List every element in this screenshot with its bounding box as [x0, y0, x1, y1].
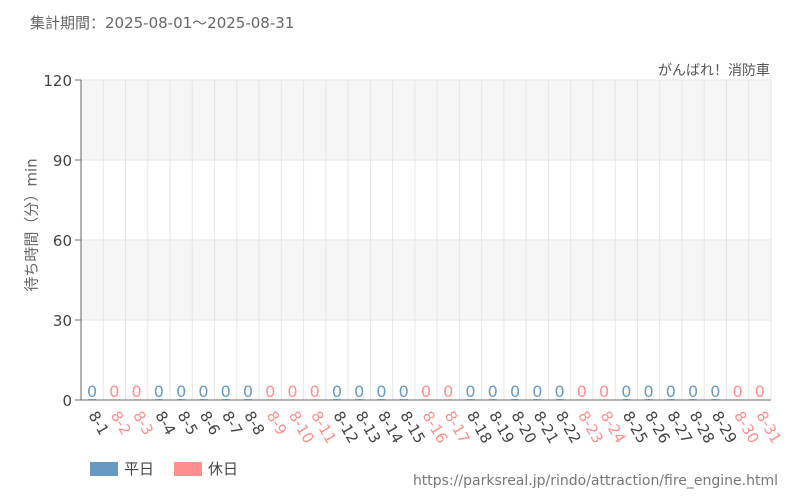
bar	[288, 399, 297, 400]
data-label: 0	[532, 382, 542, 401]
x-tick-label: 8-9	[263, 408, 291, 438]
grid-band	[81, 160, 771, 240]
data-label: 0	[354, 382, 364, 401]
bar	[310, 399, 319, 400]
grid-band	[81, 80, 771, 160]
bar	[666, 399, 675, 400]
bar	[243, 399, 252, 400]
data-label: 0	[376, 382, 386, 401]
data-label: 0	[310, 382, 320, 401]
data-label: 0	[643, 382, 653, 401]
data-label: 0	[109, 382, 119, 401]
data-label: 0	[666, 382, 676, 401]
data-label: 0	[265, 382, 275, 401]
data-label: 0	[421, 382, 431, 401]
data-label: 0	[243, 382, 253, 401]
data-label: 0	[577, 382, 587, 401]
data-label: 0	[287, 382, 297, 401]
x-tick-label: 8-7	[218, 408, 246, 438]
data-label: 0	[332, 382, 342, 401]
x-tick-label: 8-3	[129, 408, 157, 438]
data-label: 0	[621, 382, 631, 401]
bar	[332, 399, 341, 400]
data-label: 0	[710, 382, 720, 401]
bar	[733, 399, 742, 400]
data-label: 0	[443, 382, 453, 401]
data-label: 0	[755, 382, 765, 401]
x-tick-label: 8-6	[196, 408, 224, 438]
grid-band	[81, 320, 771, 400]
data-label: 0	[399, 382, 409, 401]
y-tick-label: 120	[43, 72, 72, 90]
legend-label-weekday: 平日	[124, 460, 155, 478]
data-label: 0	[132, 382, 142, 401]
data-label: 0	[198, 382, 208, 401]
x-tick-label: 8-4	[151, 408, 179, 438]
bar	[110, 399, 119, 400]
bar	[488, 399, 497, 400]
bar	[377, 399, 386, 400]
data-label: 0	[465, 382, 475, 401]
bar	[600, 399, 609, 400]
bar	[154, 399, 163, 400]
data-label: 0	[221, 382, 231, 401]
data-label: 0	[87, 382, 97, 401]
bar	[199, 399, 208, 400]
data-label: 0	[176, 382, 186, 401]
data-label: 0	[554, 382, 564, 401]
bar	[466, 399, 475, 400]
legend-item-holiday[interactable]: 休日	[174, 458, 238, 479]
bar	[511, 399, 520, 400]
grid-band	[81, 240, 771, 320]
bar	[132, 399, 141, 400]
bar	[622, 399, 631, 400]
y-tick-label: 60	[53, 232, 72, 250]
period-label: 集計期間：2025-08-01～2025-08-31	[30, 14, 295, 32]
bar	[399, 399, 408, 400]
y-tick-label: 90	[53, 152, 72, 170]
y-tick-label: 0	[62, 392, 72, 410]
bar	[177, 399, 186, 400]
legend-swatch-weekday	[90, 461, 118, 476]
data-label: 0	[154, 382, 164, 401]
data-label: 0	[510, 382, 520, 401]
bar	[221, 399, 230, 400]
data-label: 0	[733, 382, 743, 401]
bar	[644, 399, 653, 400]
bar	[711, 399, 720, 400]
source-url[interactable]: https://parksreal.jp/rindo/attraction/fi…	[412, 473, 778, 489]
x-tick-label: 8-5	[174, 408, 202, 438]
x-tick-label: 8-1	[85, 408, 113, 438]
x-tick-label: 8-2	[107, 408, 135, 438]
y-tick-label: 30	[53, 312, 72, 330]
bar	[355, 399, 364, 400]
data-label: 0	[688, 382, 698, 401]
legend-label-holiday: 休日	[208, 460, 239, 478]
bar	[577, 399, 586, 400]
data-label: 0	[488, 382, 498, 401]
legend-item-weekday[interactable]: 平日	[90, 458, 154, 479]
bar	[689, 399, 698, 400]
chart-title: がんばれ！消防車	[658, 63, 770, 79]
bar	[533, 399, 542, 400]
bar	[422, 399, 430, 400]
bar	[444, 399, 453, 400]
bar	[88, 399, 97, 400]
bar	[755, 399, 764, 400]
legend-swatch-holiday	[174, 461, 203, 476]
legend: 平日 休日	[90, 458, 258, 479]
data-label: 0	[599, 382, 609, 401]
bar	[266, 399, 275, 400]
x-tick-label: 8-8	[240, 408, 268, 438]
bar	[555, 399, 564, 400]
